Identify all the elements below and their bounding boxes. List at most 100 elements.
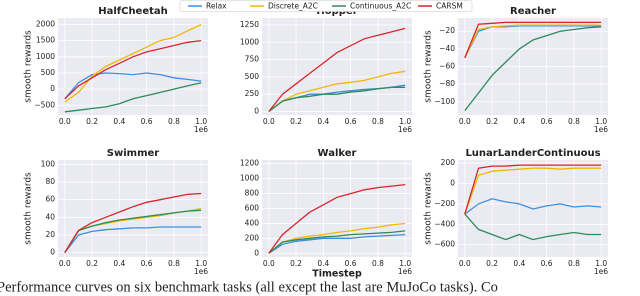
- x-tick-label: 1.0: [195, 117, 207, 126]
- x-tick-label: 0.0: [59, 259, 71, 268]
- series-line: [64, 39, 202, 100]
- x-tick-label: 0.8: [372, 117, 384, 126]
- y-tick-label: −500: [34, 100, 55, 109]
- series-line: [268, 230, 406, 254]
- series-line: [268, 183, 406, 254]
- x-tick-label: 0.4: [317, 259, 329, 268]
- x-offset: 1e6: [194, 125, 208, 134]
- y-tick-label: −80: [439, 79, 455, 88]
- y-tick-label: 2000: [36, 19, 55, 28]
- x-tick-label: 0.6: [345, 259, 357, 268]
- y-tick-label: 200: [245, 233, 260, 242]
- series-line: [464, 24, 602, 58]
- x-offset: 1e6: [594, 125, 608, 134]
- y-tick-label: 1000: [240, 174, 259, 183]
- y-axis-label: smooth rewards: [24, 30, 34, 103]
- y-tick-label: −100: [434, 97, 455, 106]
- chart-title: LunarLanderContinuous: [465, 148, 600, 159]
- legend-label: CARSM: [436, 2, 463, 11]
- y-tick-label: −200: [434, 199, 455, 208]
- y-tick-label: −600: [434, 240, 455, 249]
- x-tick-label: 0.4: [317, 117, 329, 126]
- x-tick-label: 0.0: [59, 117, 71, 126]
- x-tick-label: 0.0: [263, 259, 275, 268]
- series-line: [268, 233, 406, 254]
- legend-box: [179, 0, 473, 12]
- y-tick-label: 0: [254, 107, 259, 116]
- x-tick-label: 0.0: [459, 259, 471, 268]
- x-tick-label: 0.4: [113, 117, 125, 126]
- x-tick-label: 1.0: [595, 259, 607, 268]
- y-tick-label: 20: [45, 230, 55, 239]
- x-tick-label: 0.8: [568, 117, 580, 126]
- y-tick-label: −60: [439, 62, 455, 71]
- y-tick-label: 400: [245, 218, 260, 227]
- legend-label: Relax: [206, 2, 227, 11]
- y-tick-label: 60: [45, 195, 55, 204]
- y-tick-label: 100: [41, 159, 56, 168]
- x-tick-label: 1.0: [399, 259, 411, 268]
- legend-label: Discrete_A2C: [268, 2, 318, 11]
- y-tick-label: 500: [245, 72, 260, 81]
- chart-title: HalfCheetah: [98, 6, 168, 17]
- y-tick-label: 0: [450, 178, 455, 187]
- x-tick-label: 1.0: [195, 259, 207, 268]
- series-line: [268, 222, 406, 254]
- series-line: [464, 164, 602, 215]
- series-line: [464, 213, 602, 241]
- y-tick-label: 0: [50, 248, 55, 257]
- x-tick-label: 0.6: [141, 259, 153, 268]
- x-tick-label: 0.8: [168, 259, 180, 268]
- chart-title: Walker: [318, 148, 357, 159]
- y-tick-label: −40: [439, 44, 455, 53]
- y-tick-label: −400: [434, 219, 455, 228]
- x-tick-label: 0.4: [513, 117, 525, 126]
- y-axis-label: smooth rewards: [424, 172, 434, 245]
- y-tick-label: 40: [45, 212, 55, 221]
- series-line: [268, 27, 406, 112]
- x-tick-label: 1.0: [399, 117, 411, 126]
- x-tick-label: 0.2: [86, 117, 98, 126]
- y-axis-label: smooth rewards: [424, 30, 434, 103]
- y-tick-label: 1500: [36, 36, 55, 45]
- x-tick-label: 0.2: [86, 259, 98, 268]
- x-offset: 1e6: [594, 267, 608, 276]
- y-axis-label: smooth rewards: [24, 172, 34, 245]
- y-tick-label: 200: [441, 158, 456, 167]
- x-tick-label: 0.6: [541, 117, 553, 126]
- x-tick-label: 0.2: [486, 259, 498, 268]
- y-tick-label: 500: [41, 68, 56, 77]
- y-tick-label: 250: [245, 89, 260, 98]
- series-line: [64, 192, 202, 253]
- x-tick-label: 1.0: [595, 117, 607, 126]
- y-tick-label: 1250: [240, 20, 259, 29]
- x-offset: 1e6: [194, 267, 208, 276]
- x-tick-label: 0.4: [113, 259, 125, 268]
- caption: Performance curves on six benchmark task…: [0, 279, 498, 295]
- chart-title: Swimmer: [107, 148, 159, 159]
- x-tick-label: 0.6: [541, 259, 553, 268]
- y-tick-label: 800: [245, 189, 260, 198]
- series-line: [464, 21, 602, 58]
- series-line: [464, 26, 602, 111]
- x-tick-label: 0.0: [263, 117, 275, 126]
- series-line: [64, 226, 202, 253]
- series-line: [464, 167, 602, 215]
- series-line: [64, 82, 202, 113]
- x-tick-label: 0.6: [345, 117, 357, 126]
- y-tick-label: 0: [254, 248, 259, 257]
- legend-label: Continuous_A2C: [350, 2, 411, 11]
- y-tick-label: 1000: [240, 37, 259, 46]
- x-offset: 1e6: [398, 125, 412, 134]
- x-tick-label: 0.8: [568, 259, 580, 268]
- y-tick-label: 80: [45, 177, 55, 186]
- x-axis-label: Timestep: [312, 269, 362, 280]
- plot-area: [58, 160, 208, 257]
- y-tick-label: −20: [439, 26, 455, 35]
- y-tick-label: 600: [245, 204, 260, 213]
- x-tick-label: 0.8: [168, 117, 180, 126]
- y-tick-label: 0: [50, 84, 55, 93]
- x-tick-label: 0.0: [459, 117, 471, 126]
- y-tick-label: 750: [245, 55, 260, 64]
